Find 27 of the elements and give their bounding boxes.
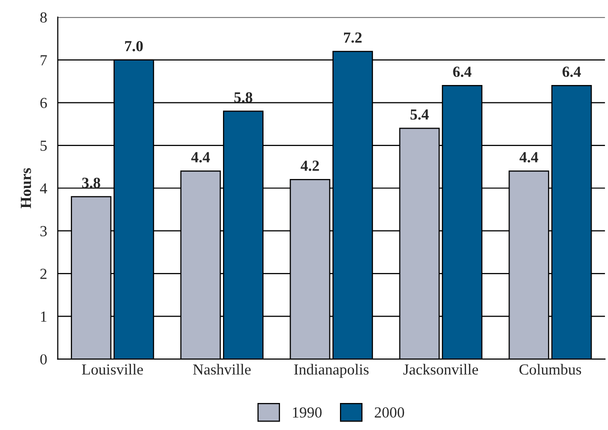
x-tick-label: Indianapolis	[294, 364, 369, 378]
text: 7.2	[344, 32, 362, 43]
y-tick-label: 5	[40, 140, 47, 151]
text: 3.8	[82, 178, 100, 188]
y-tick-label: 8	[40, 12, 47, 23]
y-tick-label: 7	[40, 55, 47, 66]
x-tick-label: Nashville	[193, 364, 251, 375]
text: 4.4	[520, 152, 538, 162]
text: 7.0	[125, 40, 143, 52]
y-tick-label: 6	[40, 98, 47, 108]
y-tick-label: 1	[41, 312, 46, 322]
y-axis-title: Hours	[20, 168, 32, 208]
y-tick-label: 3	[40, 226, 47, 236]
x-tick-label: Louisville	[82, 364, 143, 375]
x-tick-label: Columbus	[519, 364, 582, 375]
x-tick-label: Jacksonville	[403, 364, 478, 375]
text: 5.4	[410, 109, 429, 120]
text: 5.8	[234, 92, 252, 103]
legend-label: 1990	[292, 407, 322, 418]
legend-label: 2000	[374, 407, 404, 418]
text: 4.4	[191, 152, 210, 162]
text: 4.2	[300, 160, 319, 171]
y-tick-label: 4	[40, 183, 48, 194]
y-tick-label: 2	[40, 268, 46, 279]
text: 6.4	[453, 66, 472, 77]
text: 6.4	[562, 66, 581, 77]
y-tick-label: 0	[40, 354, 47, 364]
